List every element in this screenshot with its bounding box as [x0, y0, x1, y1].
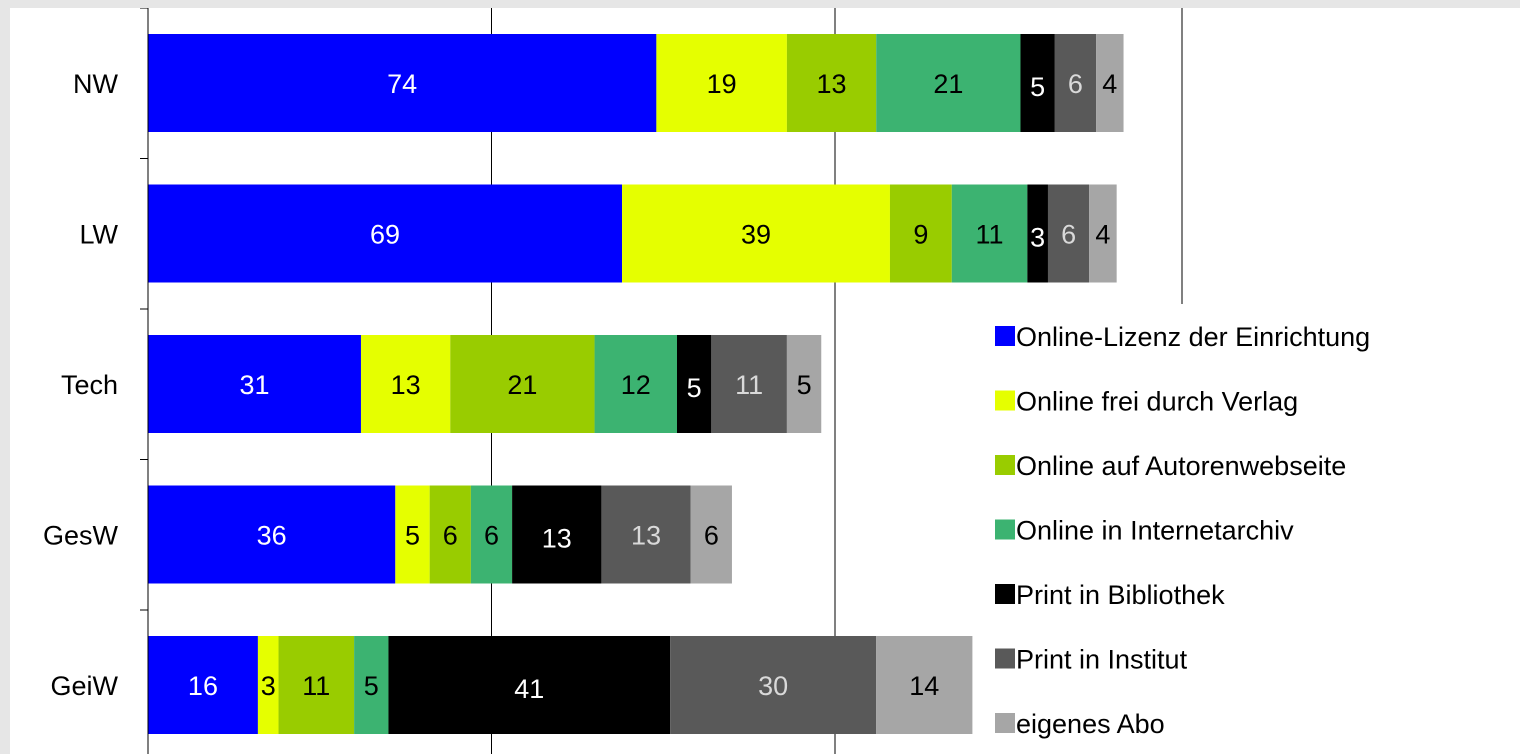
data-label: 6 — [1068, 69, 1083, 99]
legend-swatch — [995, 584, 1015, 604]
bar-segment — [1054, 34, 1097, 132]
bar-segment — [257, 636, 279, 734]
bar-segment — [711, 335, 787, 433]
legend: Online-Lizenz der Einrichtung Online frei… — [995, 322, 1370, 739]
data-label: 6 — [704, 521, 719, 551]
bar-segment — [148, 636, 258, 734]
data-label: 69 — [370, 220, 400, 250]
legend-label: eigenes Abo — [1016, 709, 1165, 739]
bar-segment — [876, 636, 973, 734]
category-label-lw: LW — [80, 220, 119, 250]
data-label: 30 — [758, 671, 788, 701]
data-label: 4 — [1095, 220, 1110, 250]
bar-segment — [1047, 184, 1090, 283]
data-label: 13 — [542, 524, 572, 554]
data-label: 4 — [1102, 69, 1117, 99]
legend-label: Online-Lizenz der Einrichtung — [1016, 322, 1370, 352]
data-label: 41 — [514, 674, 544, 704]
bar-segment — [1089, 184, 1117, 283]
data-label: 6 — [484, 521, 499, 551]
bar-segment — [512, 485, 602, 584]
category-label-tech: Tech — [61, 370, 118, 400]
data-label: 14 — [909, 671, 939, 701]
bar-segment — [148, 34, 657, 132]
bar-segment — [786, 34, 877, 132]
data-label: 39 — [741, 220, 771, 250]
bar-segments — [148, 34, 1124, 734]
bar-segment — [148, 335, 361, 433]
legend-swatch — [995, 648, 1015, 669]
legend-swatch — [995, 713, 1015, 733]
category-label-nw: NW — [73, 69, 118, 99]
data-label: 11 — [302, 671, 330, 701]
bar-segment — [1020, 34, 1055, 132]
bar-segment — [1027, 184, 1048, 283]
category-label-geiw: GeiW — [51, 671, 119, 701]
legend-swatch — [995, 455, 1015, 475]
bar-segment — [622, 184, 890, 283]
bar-segment — [670, 636, 877, 734]
bar-segment — [388, 636, 671, 734]
data-label: 74 — [387, 69, 417, 99]
legend-label: Print in Bibliothek — [1016, 580, 1225, 610]
bar-segment — [148, 485, 396, 584]
bar-segment — [360, 335, 451, 433]
data-label: 16 — [188, 671, 218, 701]
bar-segment — [470, 485, 513, 584]
bar-segment — [876, 34, 1021, 132]
data-label: 21 — [933, 69, 963, 99]
legend-label: Online auf Autorenwebseite — [1016, 451, 1346, 481]
legend-label: Online frei durch Verlag — [1016, 387, 1298, 417]
data-label: 5 — [1030, 72, 1045, 102]
chart-frame: NW LW Tech GesW GeiW 74 19 13 21 5 6 4 69 39 9 11 3 6 4 31… — [10, 8, 1520, 754]
data-label: 13 — [631, 521, 661, 551]
data-label: 6 — [1061, 220, 1076, 250]
data-label: 13 — [391, 370, 421, 400]
legend-swatch — [995, 519, 1015, 540]
bar-segment — [951, 184, 1028, 283]
category-label-gesw: GesW — [43, 521, 119, 551]
category-axis: NW LW Tech GesW GeiW — [43, 8, 149, 754]
bar-segment — [676, 335, 712, 433]
bar-segment — [601, 485, 691, 584]
bar-segment — [786, 335, 822, 433]
data-label: 5 — [797, 370, 812, 400]
bar-segment — [278, 636, 355, 734]
bar-segment — [450, 335, 595, 433]
legend-swatch — [995, 326, 1015, 346]
bar-segment — [594, 335, 677, 433]
data-label: 12 — [621, 370, 651, 400]
legend-label: Online in Internetarchiv — [1016, 516, 1294, 546]
data-label: 3 — [1030, 223, 1045, 253]
bar-segment — [395, 485, 430, 584]
data-label: 3 — [261, 671, 276, 701]
legend-label: Print in Institut — [1016, 645, 1188, 675]
bar-segment — [148, 184, 623, 283]
data-label: 36 — [257, 521, 287, 551]
bar-segment — [429, 485, 471, 584]
data-label: 11 — [976, 220, 1004, 250]
data-label: 11 — [735, 370, 763, 400]
data-label: 6 — [443, 521, 458, 551]
bar-segment — [690, 485, 732, 584]
bar-segment — [656, 34, 787, 132]
bar-segment — [354, 636, 389, 734]
data-labels: 74 19 13 21 5 6 469 39 9 11 3 6 431 13 21 12 5 11 536 5 6 6 13… — [188, 69, 1117, 704]
data-label: 5 — [687, 373, 702, 403]
legend-swatch — [995, 390, 1015, 411]
data-label: 9 — [913, 220, 928, 250]
data-label: 31 — [239, 370, 269, 400]
data-label: 5 — [364, 671, 379, 701]
data-label: 21 — [507, 370, 537, 400]
bar-segment — [889, 184, 952, 283]
data-label: 13 — [817, 69, 847, 99]
bar-segment — [1096, 34, 1124, 132]
data-label: 5 — [405, 521, 420, 551]
data-label: 19 — [707, 69, 737, 99]
